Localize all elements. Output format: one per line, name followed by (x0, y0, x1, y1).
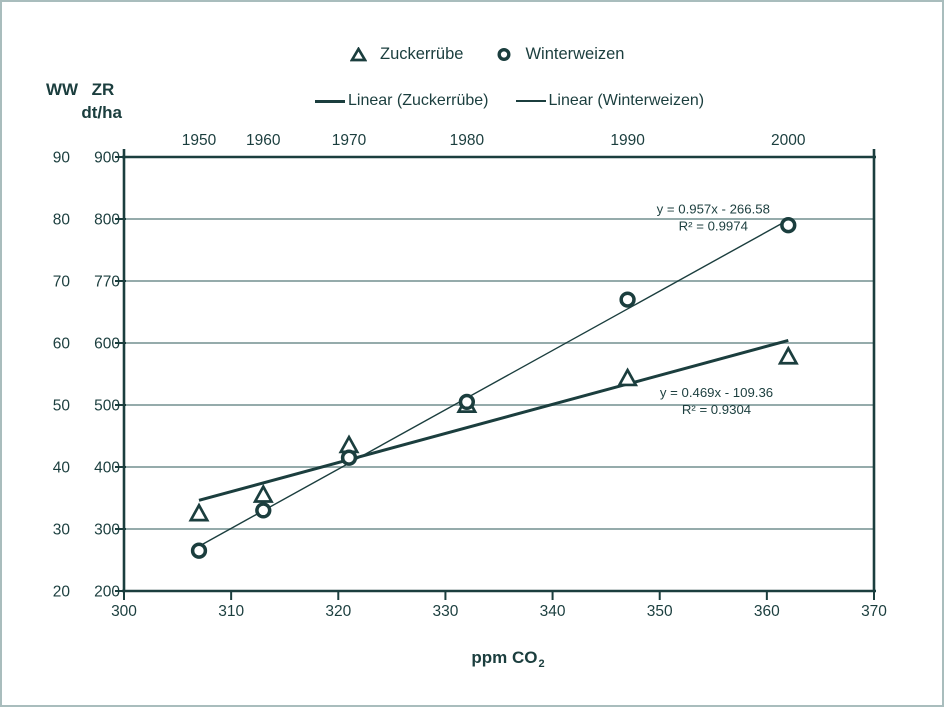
x-tick-label: 310 (218, 603, 244, 620)
y-axis-header-ww: WW (45, 80, 79, 99)
legend-label-linear-zuckerruebe: Linear (Zuckerrübe) (348, 92, 489, 109)
x-axis-title: ppm CO2 (408, 648, 608, 670)
data-point-winterweizen (190, 542, 208, 559)
ww-tick-label: 20 (53, 584, 71, 601)
legend-item-linear-winterweizen: Linear (Winterweizen) (515, 92, 705, 110)
trendline-equation: y = 0.469x - 109.36 (660, 385, 773, 400)
x-tick-label: 370 (861, 603, 887, 620)
ww-tick-label: 30 (53, 522, 71, 539)
x-axis-title-subscript: 2 (538, 658, 545, 670)
legend-markers: Zuckerrübe Winterweizen (350, 45, 625, 64)
zr-tick-label: 800 (94, 212, 120, 229)
data-point-winterweizen (255, 502, 272, 519)
legend-label-winterweizen: Winterweizen (525, 45, 625, 63)
ww-tick-label: 60 (53, 336, 71, 353)
zr-tick-label: 900 (94, 150, 120, 167)
x-tick-label: 320 (325, 603, 351, 620)
year-label: 1950 (182, 132, 217, 149)
data-point-winterweizen (780, 217, 797, 234)
zr-tick-label: 600 (94, 336, 120, 353)
trendline-zuckerruebe (198, 338, 789, 502)
ww-tick-label: 40 (53, 460, 71, 477)
triangle-marker-icon (350, 47, 367, 62)
ww-tick-label: 80 (53, 212, 71, 229)
ww-tick-label: 50 (53, 398, 71, 415)
legend-label-linear-winterweizen: Linear (Winterweizen) (548, 92, 705, 109)
y-axis-header-unit: dt/ha (81, 102, 122, 122)
data-point-zuckerruebe (617, 367, 639, 387)
trendline-winterweizen (198, 219, 789, 547)
x-tick-label: 330 (432, 603, 458, 620)
year-label: 1990 (610, 132, 645, 149)
legend-item-winterweizen: Winterweizen (496, 45, 625, 64)
y-axis-header-units-row: WW ZR (40, 79, 122, 102)
trendline-equation: y = 0.957x - 266.58 (657, 201, 770, 216)
y-axis-header-zr: ZR (91, 80, 115, 99)
x-axis-title-text: ppm CO (471, 648, 538, 667)
y-axis-header: WW ZR dt/ha (40, 79, 122, 125)
line-marker-icon (515, 100, 546, 102)
x-tick-label: 340 (540, 603, 566, 620)
legend-item-linear-zuckerruebe: Linear (Zuckerrübe) (315, 92, 489, 110)
zr-tick-label: 770 (94, 274, 120, 291)
year-label: 2000 (771, 132, 806, 149)
zr-tick-label: 200 (94, 584, 120, 601)
data-point-zuckerruebe (188, 502, 210, 522)
data-point-winterweizen (458, 393, 476, 411)
trendline-r-squared: R² = 0.9974 (679, 218, 748, 233)
zr-tick-label: 300 (94, 522, 120, 539)
year-label: 1980 (450, 132, 485, 149)
ww-tick-label: 90 (53, 150, 71, 167)
year-label: 1970 (332, 132, 367, 149)
data-point-winterweizen (619, 291, 636, 308)
data-point-zuckerruebe (252, 483, 274, 503)
trendline-r-squared: R² = 0.9304 (682, 402, 751, 417)
data-point-zuckerruebe (777, 345, 799, 365)
legend-label-zuckerruebe: Zuckerrübe (380, 45, 464, 63)
zr-tick-label: 500 (94, 398, 120, 415)
circle-marker-icon (497, 47, 511, 62)
legend-item-zuckerruebe: Zuckerrübe (350, 45, 463, 64)
x-tick-label: 350 (647, 603, 673, 620)
data-point-winterweizen (340, 449, 358, 466)
line-marker-icon (315, 99, 345, 103)
x-tick-label: 360 (754, 603, 780, 620)
year-label: 1960 (246, 132, 281, 149)
zr-tick-label: 400 (94, 460, 120, 477)
ww-tick-label: 70 (53, 274, 71, 291)
x-tick-label: 300 (111, 603, 137, 620)
legend-trendlines: Linear (Zuckerrübe) Linear (Winterweizen… (315, 92, 704, 110)
